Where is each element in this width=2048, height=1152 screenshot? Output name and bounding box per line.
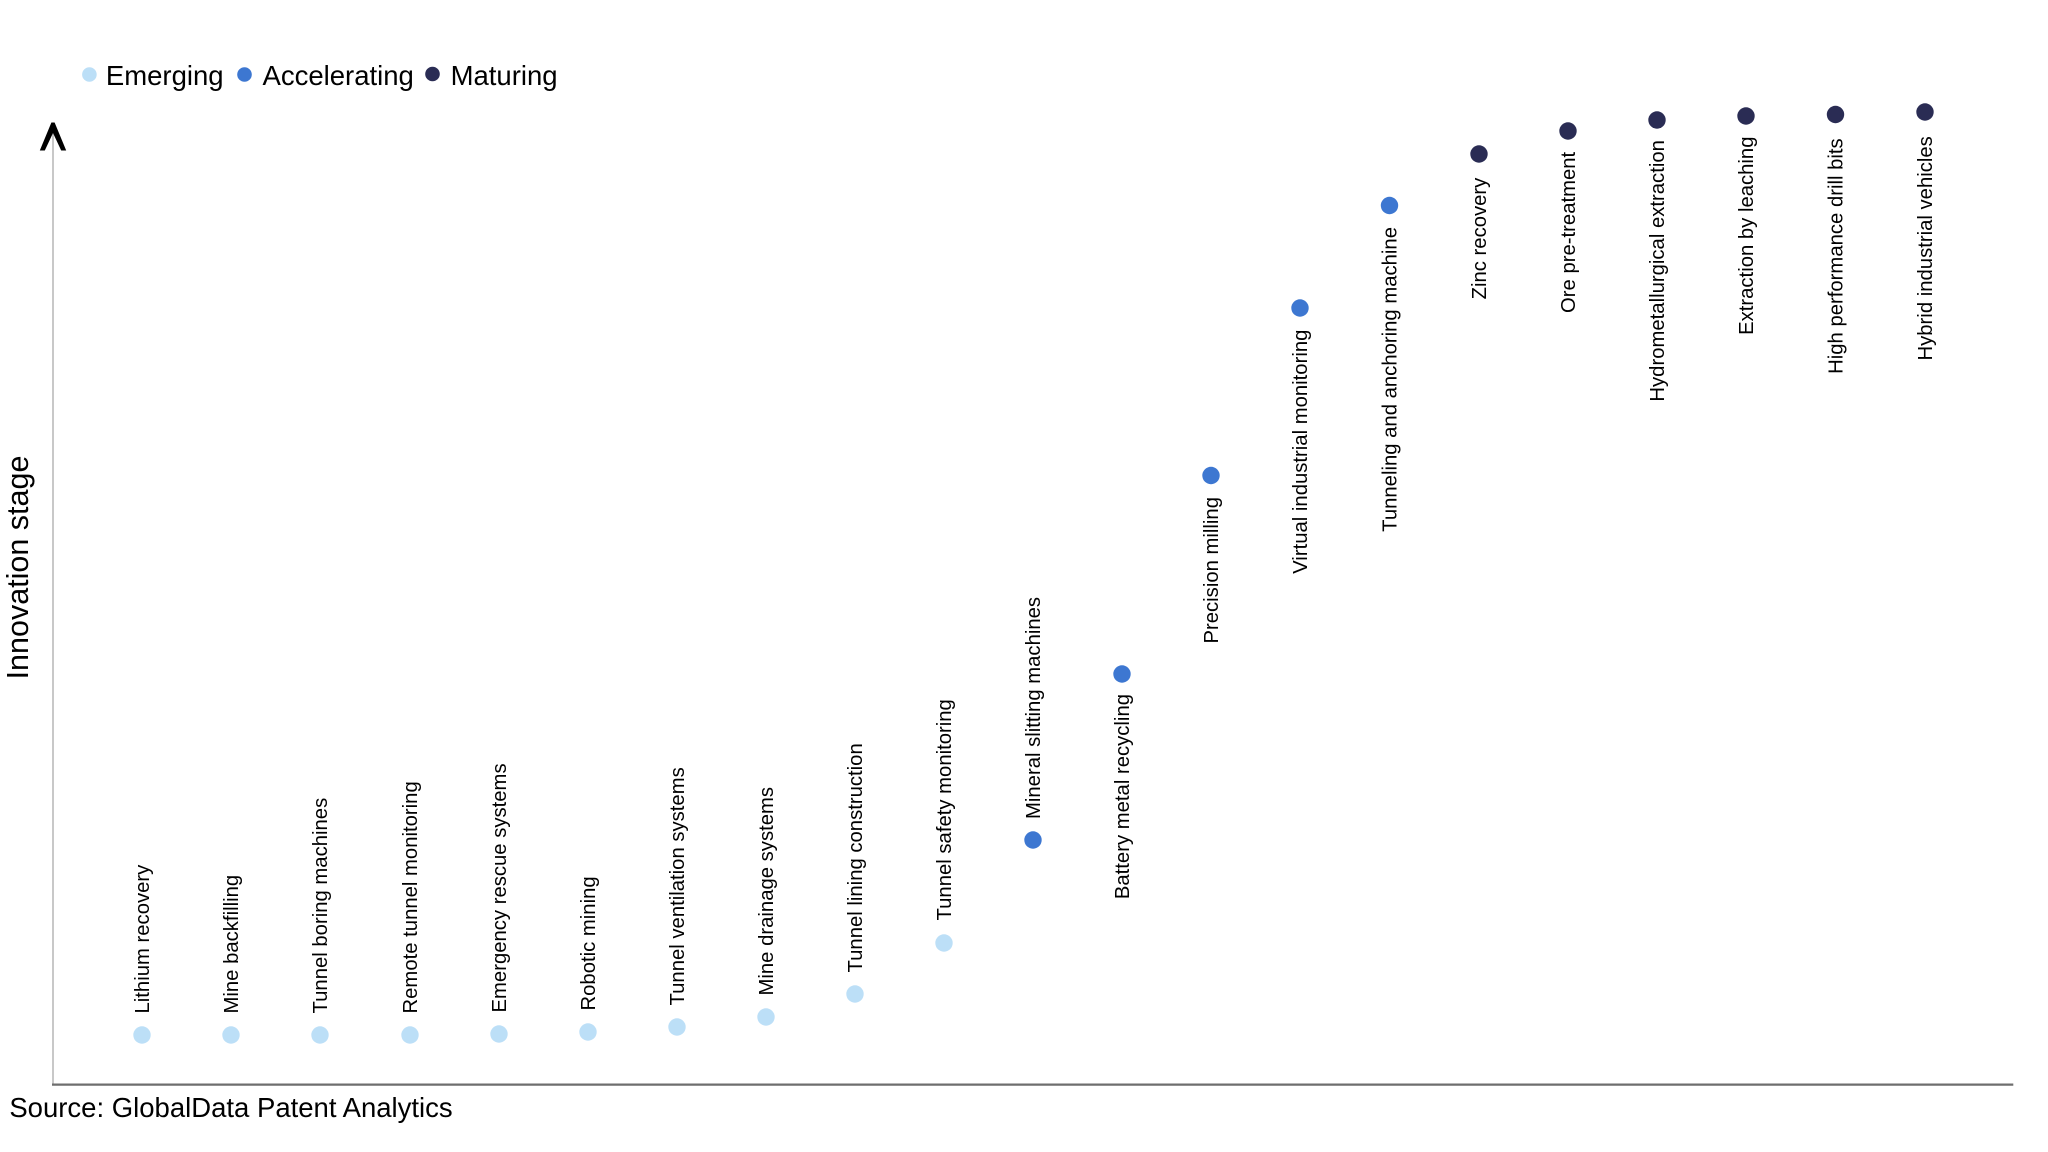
svg-text:Source: GlobalData Patent Anal: Source: GlobalData Patent Analytics bbox=[9, 1092, 452, 1123]
svg-text:Mine drainage systems: Mine drainage systems bbox=[756, 787, 778, 996]
svg-text:Remote tunnel monitoring: Remote tunnel monitoring bbox=[400, 781, 422, 1013]
svg-text:Hybrid industrial vehicles: Hybrid industrial vehicles bbox=[1915, 136, 1937, 360]
svg-text:Tunneling and anchoring machin: Tunneling and anchoring machine bbox=[1380, 227, 1402, 532]
svg-text:Maturing: Maturing bbox=[451, 60, 558, 91]
svg-text:Tunnel ventilation systems: Tunnel ventilation systems bbox=[667, 767, 689, 1005]
svg-text:Lithium recovery: Lithium recovery bbox=[132, 864, 154, 1014]
svg-text:Mineral slitting machines: Mineral slitting machines bbox=[1023, 597, 1045, 819]
svg-text:Zinc recovery: Zinc recovery bbox=[1469, 177, 1491, 300]
svg-text:Tunnel boring machines: Tunnel boring machines bbox=[310, 798, 332, 1014]
svg-text:Robotic mining: Robotic mining bbox=[578, 876, 600, 1010]
svg-text:Hydrometallurgical extraction: Hydrometallurgical extraction bbox=[1647, 140, 1669, 402]
svg-text:Emergency rescue systems: Emergency rescue systems bbox=[489, 763, 511, 1012]
svg-text:Accelerating: Accelerating bbox=[263, 60, 414, 91]
svg-text:High performance drill bits: High performance drill bits bbox=[1826, 138, 1848, 374]
svg-text:Ore pre-treatment: Ore pre-treatment bbox=[1558, 151, 1580, 313]
svg-text:Precision milling: Precision milling bbox=[1201, 497, 1223, 644]
svg-text:Mine backfilling: Mine backfilling bbox=[221, 875, 243, 1014]
svg-text:Extraction by leaching: Extraction by leaching bbox=[1736, 137, 1758, 335]
svg-text:Tunnel lining construction: Tunnel lining construction bbox=[845, 743, 867, 972]
svg-text:Tunnel safety monitoring: Tunnel safety monitoring bbox=[934, 699, 956, 920]
svg-text:Battery metal recycling: Battery metal recycling bbox=[1112, 694, 1134, 899]
svg-text:Innovation stage: Innovation stage bbox=[1, 456, 35, 680]
svg-text:Virtual industrial monitoring: Virtual industrial monitoring bbox=[1290, 330, 1312, 574]
svg-text:Emerging: Emerging bbox=[106, 60, 224, 91]
